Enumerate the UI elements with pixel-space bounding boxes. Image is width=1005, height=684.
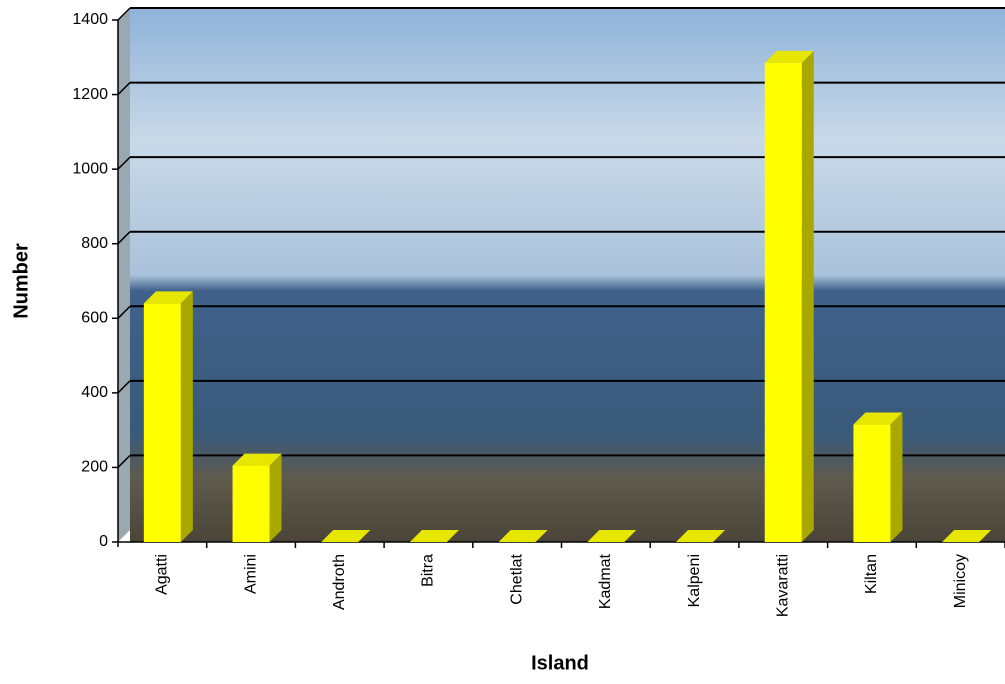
bar [587,530,637,542]
bar-top [764,50,814,63]
grid-line [117,380,131,394]
side-wall [118,8,130,542]
bar-top [942,530,992,542]
x-tick-label: Kavaratti [774,554,791,617]
x-axis-title: Island [531,652,589,674]
y-tick-label: 400 [81,384,108,401]
bar-top [143,291,193,304]
y-tick-label: 1400 [72,11,108,28]
y-tick-label: 1000 [72,160,108,177]
bar-front [232,465,270,542]
bar [232,453,282,542]
grid-line [117,305,131,319]
grid-line [117,7,131,21]
bar-top [498,530,548,542]
x-tick-label: Bitra [420,554,437,587]
bar [143,291,193,542]
x-tick-label: Kiltan [863,554,880,594]
grid-line [117,156,131,170]
bar-side [890,412,903,542]
x-tick-label: Kalpeni [686,554,703,607]
bar-top [321,530,371,542]
y-tick-label: 1200 [72,86,108,103]
grid-line [117,454,131,468]
x-tick-label: Agatti [154,554,171,595]
x-tick-label: Kadmat [597,553,614,609]
x-tick-label: Androth [331,554,348,610]
bar-side [180,291,193,542]
y-tick-label: 0 [99,533,108,550]
y-axis-title: Number [10,243,32,319]
x-tick-label: Amini [242,554,259,594]
bar-top [587,530,637,542]
bar [321,530,371,542]
bar [942,530,992,542]
bar-side [801,50,814,542]
bar-top [232,453,282,466]
y-tick-label: 800 [81,235,108,252]
y-tick-label: 600 [81,310,108,327]
bar [853,412,903,542]
bar-top [853,412,903,425]
x-tick-label: Chetlat [508,553,525,604]
bar [409,530,459,542]
bar-side [269,453,282,542]
bar-top [676,530,726,542]
bar [676,530,726,542]
bar-front [853,424,891,542]
bar-front [764,62,802,542]
grid-line [117,82,131,96]
y-tick-label: 200 [81,459,108,476]
bar [764,50,814,542]
bar-top [409,530,459,542]
x-tick-label: Minicoy [952,554,969,608]
bar [498,530,548,542]
bar-front [143,303,181,542]
grid-line [117,231,131,245]
